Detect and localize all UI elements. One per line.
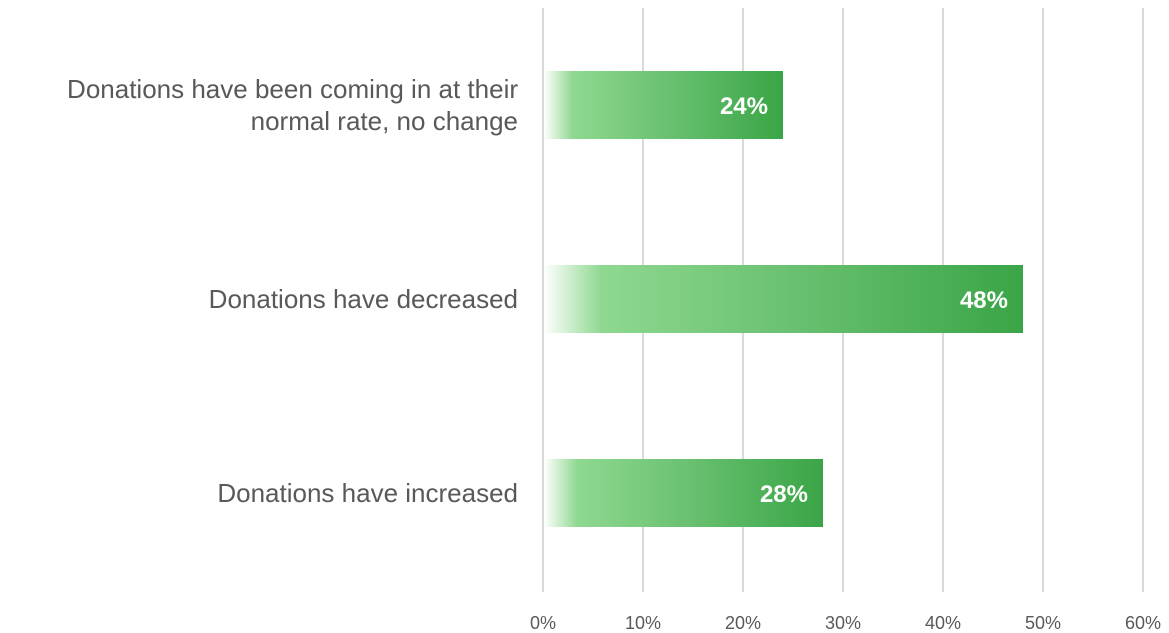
- category-label: Donations have been coming in at their: [67, 74, 518, 104]
- x-tick-label: 10%: [625, 613, 661, 633]
- bar: [544, 459, 823, 527]
- data-label: 24%: [720, 93, 768, 120]
- x-tick-label: 60%: [1125, 613, 1161, 633]
- bars: 24% 48% 28%: [544, 71, 1023, 527]
- x-tick-label: 30%: [825, 613, 861, 633]
- category-label: normal rate, no change: [251, 106, 518, 136]
- bar: [544, 265, 1023, 333]
- x-tick-label: 40%: [925, 613, 961, 633]
- bar: [544, 71, 783, 139]
- x-tick-label: 0%: [530, 613, 556, 633]
- data-label: 28%: [760, 481, 808, 508]
- x-axis-tick-labels: 0% 10% 20% 30% 40% 50% 60%: [530, 613, 1161, 633]
- category-label: Donations have decreased: [209, 284, 518, 314]
- category-labels: Donations have been coming in at theirno…: [67, 74, 518, 508]
- data-label: 48%: [960, 287, 1008, 314]
- x-tick-label: 20%: [725, 613, 761, 633]
- x-tick-label: 50%: [1025, 613, 1061, 633]
- category-label: Donations have increased: [217, 478, 518, 508]
